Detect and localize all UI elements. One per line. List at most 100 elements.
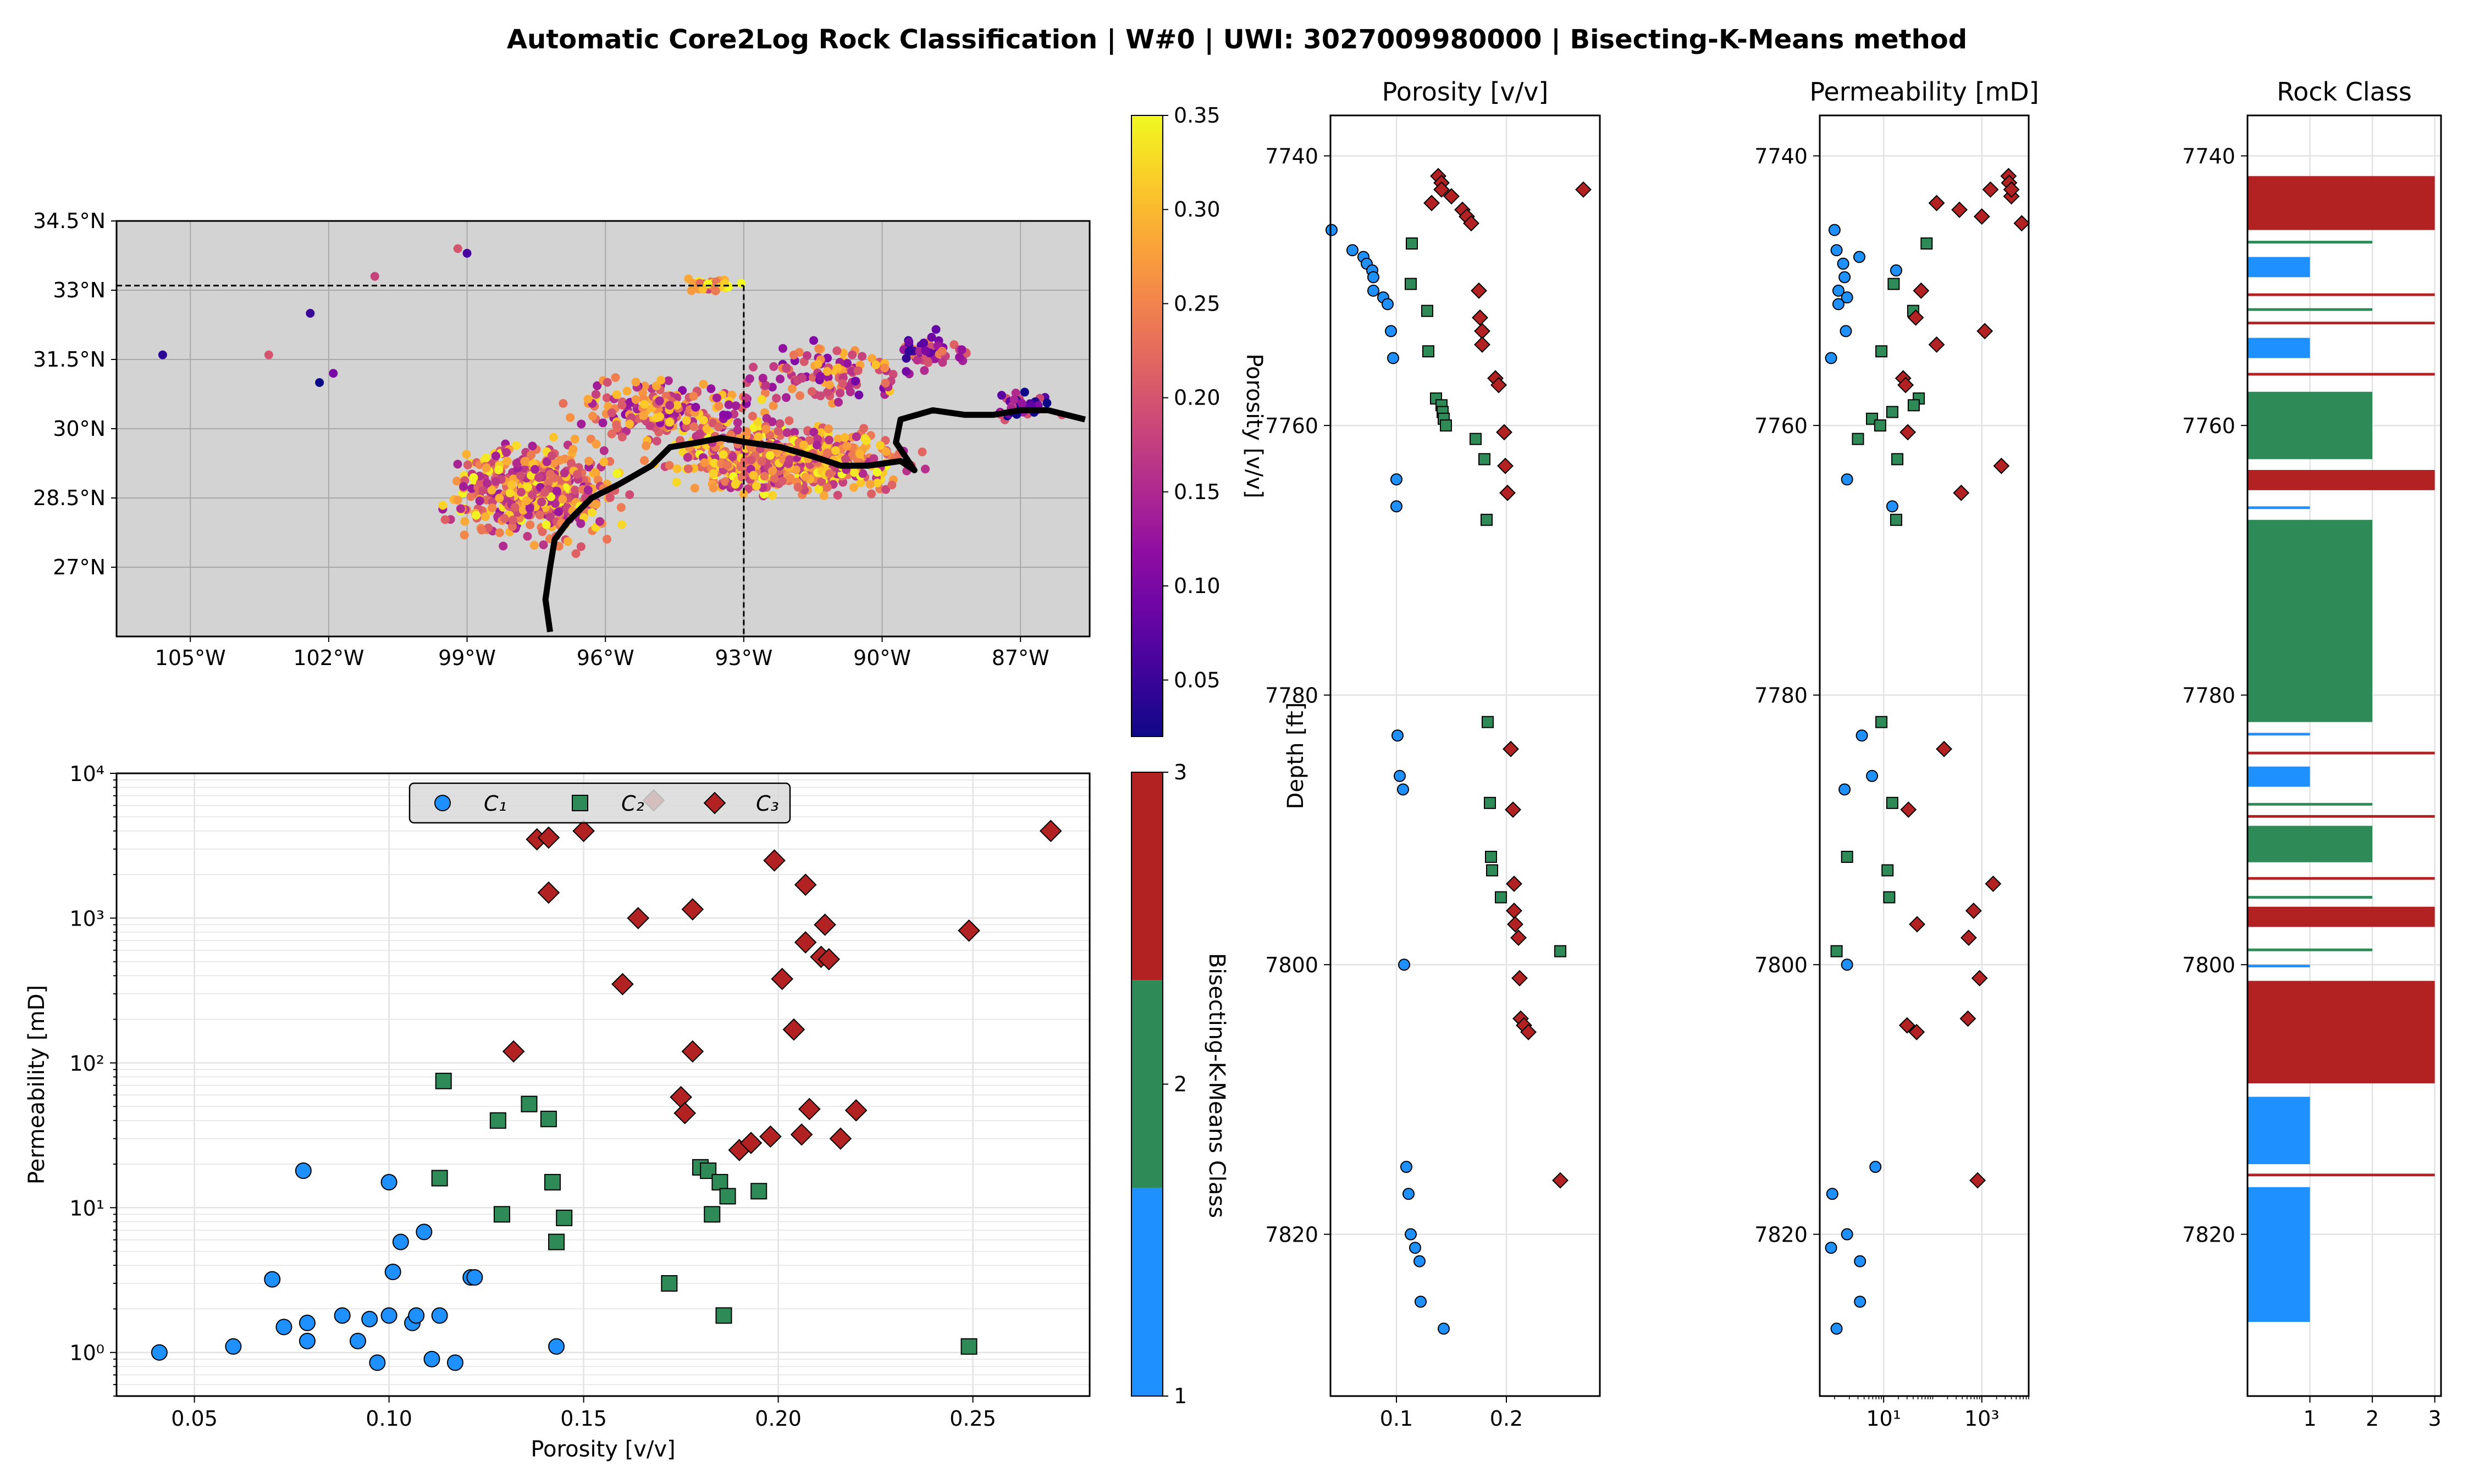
map-well-point	[598, 418, 608, 428]
map-well-point	[869, 454, 879, 463]
map-well-point	[937, 346, 947, 356]
perm-track-point	[1841, 473, 1853, 486]
map-well-point	[938, 358, 947, 367]
track-depth-label: Depth [ft]	[1283, 702, 1308, 810]
map-well-point	[913, 356, 922, 365]
rock-class-bar	[2247, 802, 2373, 806]
rock-class-bar	[2247, 1173, 2435, 1177]
rock-class-bar	[2247, 257, 2310, 278]
crossplot-point	[661, 1275, 678, 1292]
crossplot-point	[446, 1354, 463, 1371]
map-well-point	[814, 344, 824, 353]
perm-track-point	[1838, 271, 1851, 284]
crossplot-point	[782, 1018, 805, 1041]
map-well-point	[481, 512, 490, 522]
crossplot-xtick-label: 0.25	[949, 1407, 996, 1431]
rock-class-bars	[2247, 176, 2435, 1322]
map-well-point	[545, 512, 555, 522]
perm-track-point	[1971, 970, 1988, 987]
porosity-track-point	[1485, 850, 1497, 863]
map-well-point	[639, 411, 648, 420]
map-well-point	[719, 450, 728, 459]
map-well-point	[682, 416, 691, 425]
map-well-point	[545, 469, 555, 479]
crossplot-xlabel: Porosity [v/v]	[531, 1437, 675, 1462]
legend-marker-c1	[434, 795, 451, 811]
map-well-point	[918, 447, 927, 457]
crossplot-point	[423, 1350, 440, 1367]
crossplot-xtick-label: 0.05	[171, 1407, 218, 1431]
porosity-track-point	[1326, 224, 1338, 236]
map-well-point	[813, 359, 822, 369]
perm-track-point	[1928, 195, 1945, 212]
map-well-point	[711, 286, 720, 296]
crossplot-point	[361, 1310, 378, 1327]
map-well-point	[710, 458, 719, 468]
porosity-track-point	[1433, 181, 1450, 198]
track-xtick-label: 0.2	[1490, 1407, 1523, 1431]
map-well-point	[1042, 398, 1052, 408]
map-well-point	[605, 493, 615, 502]
map-well-point	[722, 461, 732, 470]
map-well-point	[834, 397, 843, 407]
crossplot-point	[151, 1344, 168, 1361]
porosity-track: 7740 7760 7780 7800 7820 0.1 0.2 Porosity [v/v]…	[1265, 77, 1601, 1431]
track-xtick-label: 10¹	[1866, 1407, 1901, 1431]
map-well-point	[571, 485, 580, 495]
map-well-point	[576, 519, 586, 528]
crossplot-point	[548, 1338, 565, 1355]
map-well-point	[790, 428, 799, 437]
map-well-point	[902, 367, 911, 376]
porosity-track-point	[1463, 215, 1479, 232]
porosity-track-point	[1402, 1188, 1415, 1200]
map-well-point	[523, 482, 532, 491]
map-well-point	[720, 279, 729, 288]
rock-class-bar	[2247, 241, 2373, 243]
map-well-point	[645, 421, 655, 430]
map-well-point	[563, 537, 572, 546]
crossplot-point	[295, 1162, 312, 1180]
map-well-point	[502, 448, 511, 457]
porosity-track-point	[1552, 1172, 1569, 1189]
map-well-point	[462, 248, 472, 258]
colorbar-tick-label: 1	[1174, 1384, 1187, 1408]
crossplot-point	[416, 1223, 433, 1241]
porosity-track-series-3	[1423, 168, 1592, 1189]
map-well-point	[728, 452, 737, 461]
porosity-track-point	[1511, 970, 1528, 987]
track-background	[1330, 115, 1600, 1396]
porosity-track-point	[1478, 453, 1490, 466]
crossplot-point	[299, 1314, 316, 1331]
coastline	[542, 407, 1086, 633]
perm-track-point	[1832, 284, 1845, 297]
perm-track-point	[1875, 345, 1888, 358]
map-well-point	[587, 508, 597, 517]
crossplot-point	[466, 1269, 483, 1286]
crossplot-frame	[115, 772, 1091, 1397]
map-well-point	[833, 363, 843, 373]
perm-track-point	[1886, 500, 1898, 513]
map-well-point	[482, 453, 491, 462]
colorbar-tick-label: 0.15	[1174, 480, 1221, 504]
perm-track-point	[1985, 876, 2002, 892]
map-well-point	[817, 477, 826, 486]
map-well-point	[778, 344, 787, 353]
map-well-point	[802, 351, 811, 360]
map-well-point	[655, 396, 664, 406]
map-well-point	[876, 441, 885, 450]
map-well-point	[523, 531, 532, 541]
rock-class-bar	[2247, 337, 2310, 358]
rock-class-bar	[2247, 981, 2435, 1083]
perm-track-point	[1890, 513, 1902, 526]
map-well-point	[867, 489, 876, 499]
map-well-point	[566, 413, 575, 422]
rock-class-bar	[2247, 906, 2435, 927]
perm-track-point	[1874, 419, 1886, 432]
track-frame	[1329, 114, 1601, 1397]
map-well-point	[560, 468, 569, 478]
map-well-point	[590, 468, 600, 477]
perm-track-point	[1953, 484, 1970, 501]
track-title: Porosity [v/v]	[1382, 77, 1549, 107]
map-well-point	[488, 503, 497, 512]
map-well-point	[921, 346, 930, 356]
